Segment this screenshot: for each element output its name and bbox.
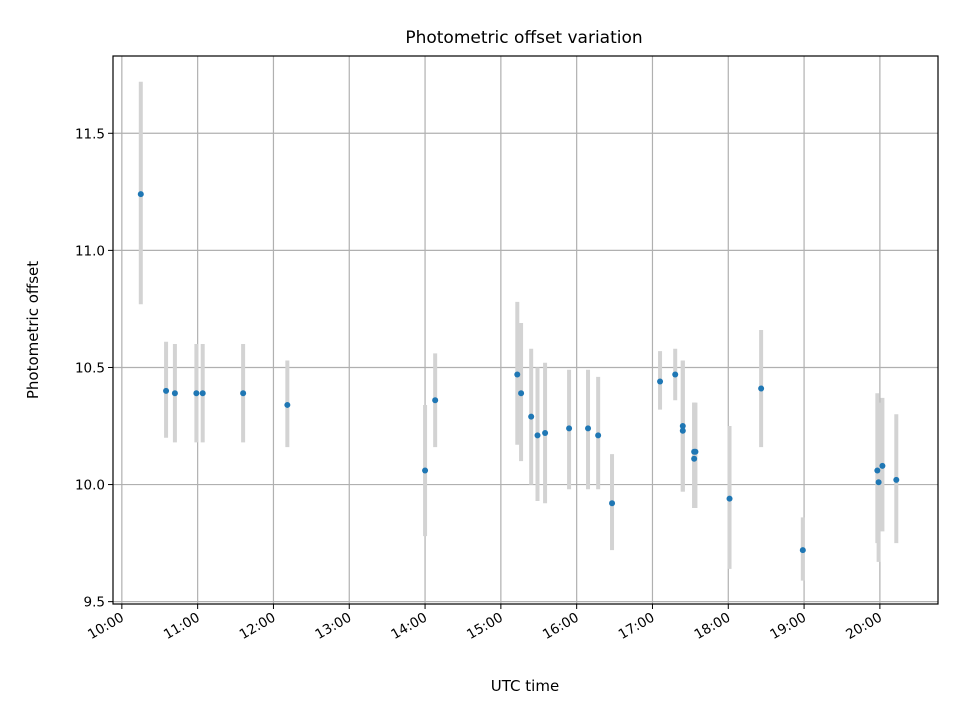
y-tick-label: 11.5	[75, 126, 105, 142]
data-point	[193, 390, 200, 397]
data-point	[672, 371, 679, 378]
data-point	[199, 390, 206, 397]
grid	[113, 56, 938, 604]
data-point	[566, 425, 573, 432]
data-point	[137, 191, 144, 198]
data-point	[595, 432, 602, 439]
plot-area-frame	[112, 55, 939, 605]
data-point	[679, 427, 686, 434]
data-point	[799, 547, 806, 554]
data-point	[585, 425, 592, 432]
y-axis-title: Photometric offset	[24, 261, 42, 399]
data-point	[528, 413, 535, 420]
data-point	[657, 378, 664, 385]
data-point	[879, 462, 886, 469]
data-point	[874, 467, 881, 474]
data-point	[163, 387, 170, 394]
data-points	[137, 191, 900, 554]
data-point	[171, 390, 178, 397]
data-point	[691, 455, 698, 462]
data-point	[422, 467, 429, 474]
data-point	[514, 371, 521, 378]
data-point	[518, 390, 525, 397]
data-point	[875, 479, 882, 486]
data-point	[893, 476, 900, 483]
y-tick-label: 11.0	[75, 243, 105, 259]
y-tick-label: 10.5	[75, 360, 105, 376]
data-point	[758, 385, 765, 392]
data-point	[534, 432, 541, 439]
data-point	[609, 500, 616, 507]
chart-title: Photometric offset variation	[405, 28, 642, 48]
data-point	[284, 401, 291, 408]
data-point	[542, 430, 549, 437]
y-tick-label: 10.0	[75, 478, 105, 494]
data-point	[726, 495, 733, 502]
y-axis: 9.5 10.0 10.5 11.0 11.5	[75, 126, 113, 611]
data-point	[240, 390, 247, 397]
data-point	[692, 448, 699, 455]
data-point	[679, 423, 686, 430]
x-axis-title: UTC time	[491, 677, 559, 695]
data-point	[432, 397, 439, 404]
y-tick-label: 9.5	[84, 595, 105, 611]
